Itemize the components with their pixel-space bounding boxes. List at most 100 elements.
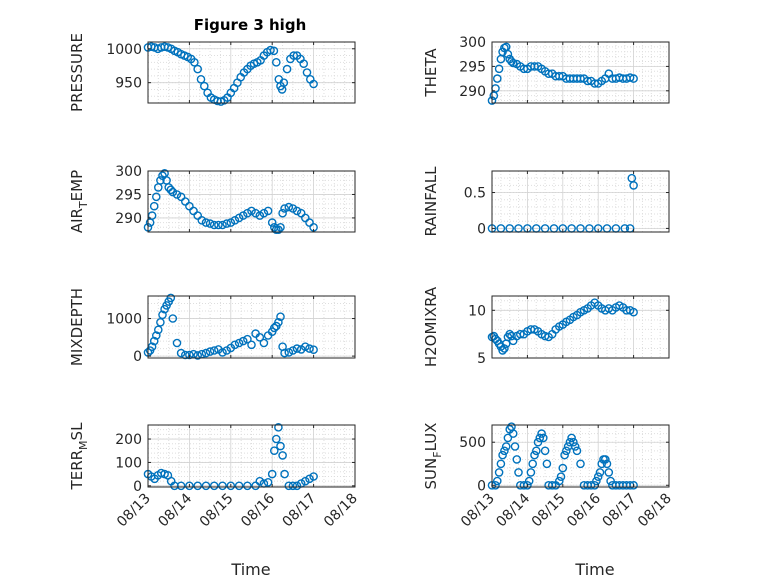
data-series bbox=[487, 298, 638, 355]
axes-box bbox=[491, 295, 670, 359]
data-point bbox=[251, 481, 260, 491]
y-tick-label: 0 bbox=[477, 478, 486, 494]
data-point bbox=[230, 340, 240, 350]
data-point bbox=[309, 472, 318, 481]
data-point bbox=[535, 433, 545, 443]
data-point bbox=[269, 446, 279, 456]
data-point bbox=[512, 455, 522, 464]
data-point bbox=[243, 334, 252, 344]
data-point bbox=[556, 472, 566, 482]
y-tick-label: 300 bbox=[115, 164, 142, 180]
y-axis-label-part: TERR bbox=[68, 450, 86, 491]
axes-box bbox=[147, 295, 356, 359]
data-point bbox=[539, 433, 548, 443]
data-point bbox=[255, 476, 265, 486]
data-point bbox=[280, 469, 289, 479]
data-point bbox=[185, 350, 194, 360]
y-axis-label: MIXDEPTH bbox=[68, 288, 86, 366]
data-point bbox=[238, 211, 248, 220]
data-point bbox=[274, 422, 283, 432]
y-axis-label: PRESSURE bbox=[68, 33, 86, 112]
data-point bbox=[279, 78, 289, 87]
data-point bbox=[289, 51, 299, 60]
data-point bbox=[593, 472, 603, 482]
subplot-4: 0 0.5 RAINFALL bbox=[422, 166, 670, 237]
data-point bbox=[514, 468, 523, 477]
y-axis-label-part: SL bbox=[68, 422, 86, 441]
data-point bbox=[156, 317, 165, 327]
y-tick-label: 300 bbox=[459, 35, 486, 51]
x-axis-label-right: Time bbox=[574, 560, 614, 579]
data-point bbox=[507, 331, 516, 341]
y-axis-label-subscript: M bbox=[77, 440, 90, 450]
y-tick-label: 950 bbox=[115, 76, 142, 92]
data-point bbox=[185, 481, 194, 491]
data-point bbox=[601, 455, 610, 464]
data-point bbox=[201, 348, 211, 358]
data-point bbox=[292, 481, 302, 491]
y-axis-label: RAINFALL bbox=[422, 166, 440, 237]
data-point bbox=[570, 442, 580, 451]
data-point bbox=[259, 208, 269, 218]
data-point bbox=[524, 476, 534, 486]
y-axis-label: AIRTEMP bbox=[68, 170, 90, 233]
data-point bbox=[151, 192, 161, 202]
y-tick-label: 1000 bbox=[106, 312, 142, 328]
x-tick-label: 08/14 bbox=[493, 490, 533, 530]
data-point bbox=[562, 446, 571, 456]
data-point bbox=[309, 345, 318, 355]
x-tick-label: 08/17 bbox=[600, 491, 640, 531]
x-tick-label: 08/13 bbox=[114, 491, 154, 531]
y-tick-label: 295 bbox=[115, 187, 142, 203]
data-series bbox=[487, 42, 638, 105]
data-point bbox=[629, 480, 638, 490]
data-point bbox=[494, 64, 504, 74]
y-tick-label: 5 bbox=[477, 351, 486, 367]
data-point bbox=[299, 59, 309, 69]
y-axis-label-part: AIR bbox=[68, 208, 86, 233]
data-point bbox=[243, 208, 252, 218]
data-point bbox=[176, 481, 186, 491]
data-point bbox=[492, 74, 502, 83]
y-tick-label: 10 bbox=[468, 303, 486, 319]
data-point bbox=[592, 476, 601, 486]
data-point bbox=[288, 346, 298, 355]
data-point bbox=[238, 336, 248, 346]
data-point bbox=[542, 459, 552, 469]
subplot-2: 290 295 300 THETA bbox=[422, 35, 670, 105]
data-point bbox=[544, 69, 553, 78]
data-point bbox=[205, 347, 215, 356]
data-point bbox=[158, 310, 167, 320]
data-point bbox=[172, 338, 182, 348]
x-tick-label: 08/16 bbox=[564, 490, 604, 530]
data-point bbox=[243, 481, 252, 491]
y-tick-label: 200 bbox=[115, 432, 142, 448]
data-point bbox=[500, 446, 509, 456]
data-point bbox=[176, 348, 186, 358]
axes-box bbox=[491, 41, 670, 104]
data-point bbox=[172, 190, 182, 199]
data-series bbox=[487, 422, 638, 490]
data-point bbox=[218, 220, 227, 230]
data-point bbox=[168, 187, 178, 197]
data-point bbox=[274, 225, 283, 234]
data-point bbox=[151, 331, 161, 340]
data-point bbox=[625, 73, 635, 82]
y-axis-label: THETA bbox=[422, 48, 440, 98]
data-point bbox=[305, 474, 314, 484]
axes-box bbox=[491, 170, 670, 233]
x-tick-label: 08/17 bbox=[280, 491, 320, 531]
data-point bbox=[292, 344, 302, 353]
data-point bbox=[583, 76, 592, 86]
data-point bbox=[234, 481, 244, 491]
data-point bbox=[507, 57, 516, 66]
data-point bbox=[271, 58, 281, 67]
data-point bbox=[595, 468, 605, 477]
data-point bbox=[629, 181, 638, 190]
data-point bbox=[176, 192, 186, 202]
data-point bbox=[629, 74, 638, 83]
data-point bbox=[190, 58, 199, 67]
y-tick-label: 500 bbox=[459, 435, 486, 451]
data-point bbox=[205, 219, 215, 228]
